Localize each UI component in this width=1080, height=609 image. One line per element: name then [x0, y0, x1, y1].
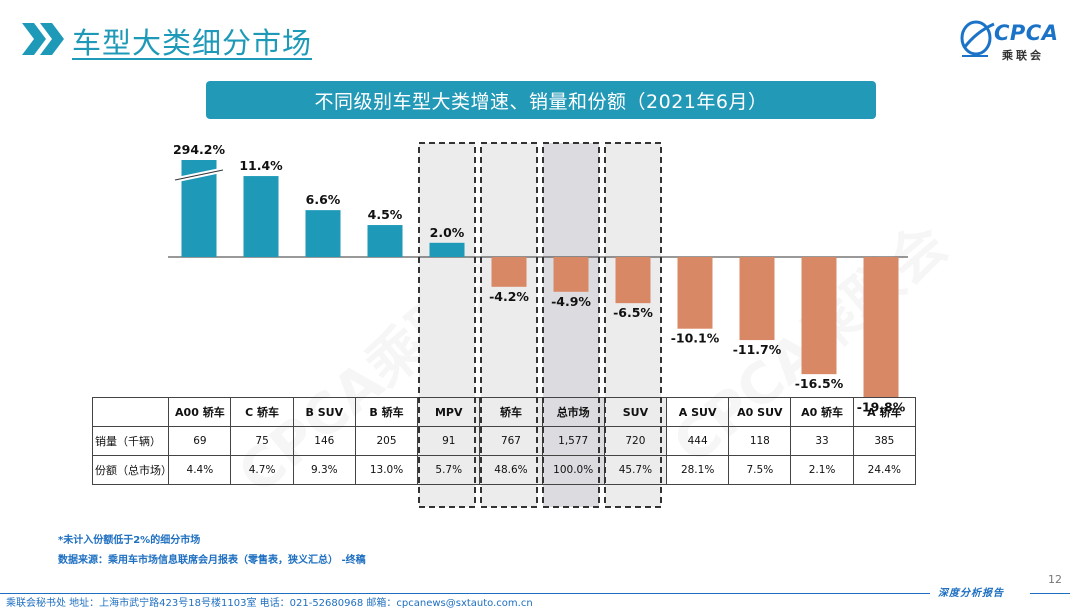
table-cell: 767 — [479, 426, 543, 456]
bar — [863, 257, 899, 398]
bar — [677, 257, 713, 329]
table-cell: 2.1% — [790, 455, 854, 485]
table-row: 销量（千辆） 69 75 146 205 91 767 1,577 720 444 118 33 385 — [91, 426, 917, 456]
data-label: -4.9% — [551, 294, 591, 309]
table-cell: 24.4% — [852, 455, 917, 485]
data-source: 数据来源：乘用车市场信息联席会月报表（零售表，狭义汇总） -终稿 — [58, 555, 366, 566]
axis-break-mark — [174, 169, 224, 181]
table-cell: 91 — [417, 426, 481, 456]
bar — [739, 257, 775, 341]
data-label: -16.5% — [795, 376, 844, 391]
table-cell: 48.6% — [479, 455, 543, 485]
bar — [553, 257, 589, 292]
table-cell: 33 — [790, 426, 854, 456]
category-label: C 轿车 — [230, 397, 294, 427]
data-label: 294.2% — [173, 142, 226, 157]
table-corner-cell — [91, 397, 170, 427]
bar — [305, 210, 341, 257]
category-label: A0 SUV — [728, 397, 792, 427]
table-cell: 9.3% — [292, 455, 356, 485]
row-label: 销量（千辆） — [91, 426, 170, 456]
logo-text: CPCA — [994, 21, 1059, 45]
category-label: SUV — [603, 397, 668, 427]
bar — [429, 242, 465, 257]
globe-icon — [960, 20, 995, 57]
category-label: A0 轿车 — [790, 397, 854, 427]
footnote: *未计入份额低于2%的细分市场 — [58, 535, 201, 546]
data-label: -10.1% — [671, 331, 720, 346]
data-label: -4.2% — [489, 289, 529, 304]
row-label: 份额（总市场） — [91, 455, 172, 485]
table-cell: 4.7% — [230, 455, 294, 485]
category-label: A 轿车 — [852, 397, 917, 427]
chevron-double-right-icon — [22, 23, 64, 55]
footer-divider — [1030, 593, 1070, 594]
category-label: B SUV — [292, 397, 356, 427]
bar — [491, 257, 527, 287]
category-label: B 轿车 — [354, 397, 419, 427]
table-header-row: A00 轿车 C 轿车 B SUV B 轿车 MPV 轿车 总市场 SUV A SUV A0 SU… — [91, 397, 917, 427]
data-table: A00 轿车 C 轿车 B SUV B 轿车 MPV 轿车 总市场 SUV A SUV A0 SU… — [91, 397, 917, 485]
category-label: 轿车 — [479, 397, 543, 427]
page-title: 车型大类细分市场 — [72, 26, 313, 60]
category-label: 总市场 — [541, 397, 605, 427]
table-cell: 720 — [603, 426, 668, 456]
chart-banner-title: 不同级别车型大类增速、销量和份额（2021年6月） — [206, 81, 876, 119]
footer-divider — [0, 593, 930, 594]
table-cell: 100.0% — [541, 455, 605, 485]
data-label: 2.0% — [430, 225, 465, 240]
bar — [367, 225, 403, 257]
logo-subtitle: 乘联会 — [1002, 49, 1044, 62]
report-label: 深度分析报告 — [938, 588, 1004, 599]
table-cell: 444 — [666, 426, 730, 456]
table-cell: 28.1% — [666, 455, 730, 485]
category-label: A00 轿车 — [168, 397, 232, 427]
table-cell: 5.7% — [417, 455, 481, 485]
table-cell: 69 — [168, 426, 232, 456]
bar — [801, 257, 837, 375]
table-cell: 385 — [852, 426, 917, 456]
cpca-logo: CPCA 乘联会 — [958, 18, 1062, 64]
table-row: 份额（总市场） 4.4% 4.7% 9.3% 13.0% 5.7% 48.6% 100.0% 4… — [91, 455, 917, 485]
category-label: A SUV — [666, 397, 730, 427]
table-cell: 75 — [230, 426, 294, 456]
bar — [615, 257, 651, 304]
data-label: -6.5% — [613, 305, 653, 320]
category-label: MPV — [417, 397, 481, 427]
data-label: -11.7% — [733, 342, 782, 357]
table-cell: 7.5% — [728, 455, 792, 485]
table-cell: 146 — [292, 426, 356, 456]
table-cell: 205 — [354, 426, 419, 456]
page-number: 12 — [1048, 573, 1062, 586]
table-cell: 1,577 — [541, 426, 605, 456]
table-cell: 118 — [728, 426, 792, 456]
table-cell: 13.0% — [354, 455, 419, 485]
footer-contact: 乘联会秘书处 地址：上海市武宁路423号18号楼1103室 电话：021-526… — [6, 598, 533, 609]
data-label: 4.5% — [368, 207, 403, 222]
table-cell: 4.4% — [168, 455, 232, 485]
data-label: 11.4% — [239, 158, 283, 173]
bar — [243, 176, 279, 257]
data-label: 6.6% — [306, 192, 341, 207]
table-cell: 45.7% — [603, 455, 668, 485]
